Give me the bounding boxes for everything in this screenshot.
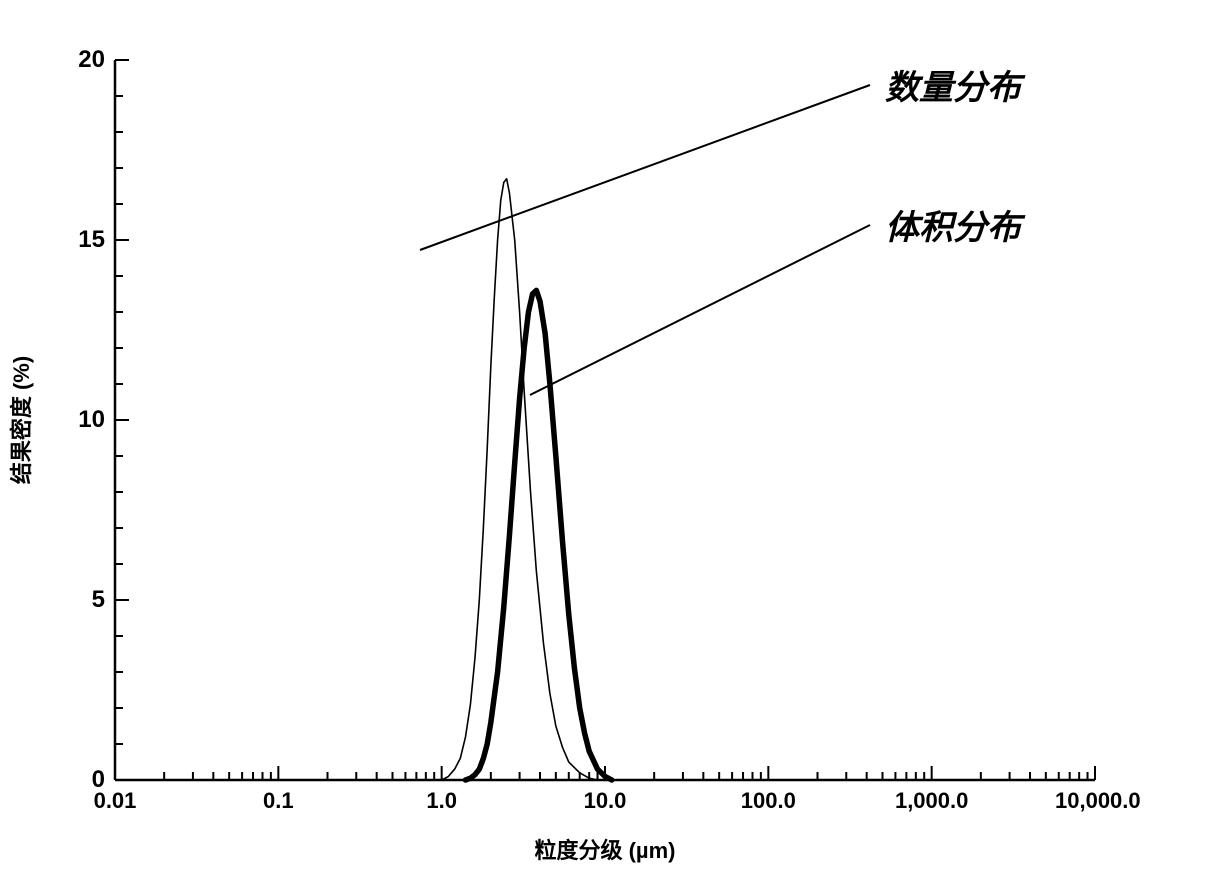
y-tick-label: 5 xyxy=(92,586,105,614)
y-tick-label: 10 xyxy=(78,406,105,434)
x-tick-label: 1.0 xyxy=(402,788,482,814)
y-axis-label: 结果密度 (%) xyxy=(4,356,36,484)
series-volume_distribution xyxy=(466,290,612,780)
legend-volume-distribution: 体积分布 xyxy=(885,200,1021,249)
chart-svg xyxy=(0,0,1219,887)
chart-container: 结果密度 (%) 粒度分级 (µm) 05101520 0.010.11.010… xyxy=(0,0,1219,887)
x-tick-label: 0.01 xyxy=(75,788,155,814)
y-tick-label: 20 xyxy=(78,46,105,74)
x-tick-label: 10,000.0 xyxy=(1055,788,1135,814)
callout-line-number_distribution xyxy=(420,85,870,250)
x-tick-label: 1,000.0 xyxy=(892,788,972,814)
y-tick-label: 15 xyxy=(78,226,105,254)
callout-line-volume_distribution xyxy=(530,225,870,395)
x-tick-label: 10.0 xyxy=(565,788,645,814)
x-tick-label: 100.0 xyxy=(728,788,808,814)
legend-number-distribution: 数量分布 xyxy=(885,60,1021,109)
x-tick-label: 0.1 xyxy=(238,788,318,814)
series-number_distribution xyxy=(442,179,598,780)
x-axis-label: 粒度分级 (µm) xyxy=(534,833,675,865)
